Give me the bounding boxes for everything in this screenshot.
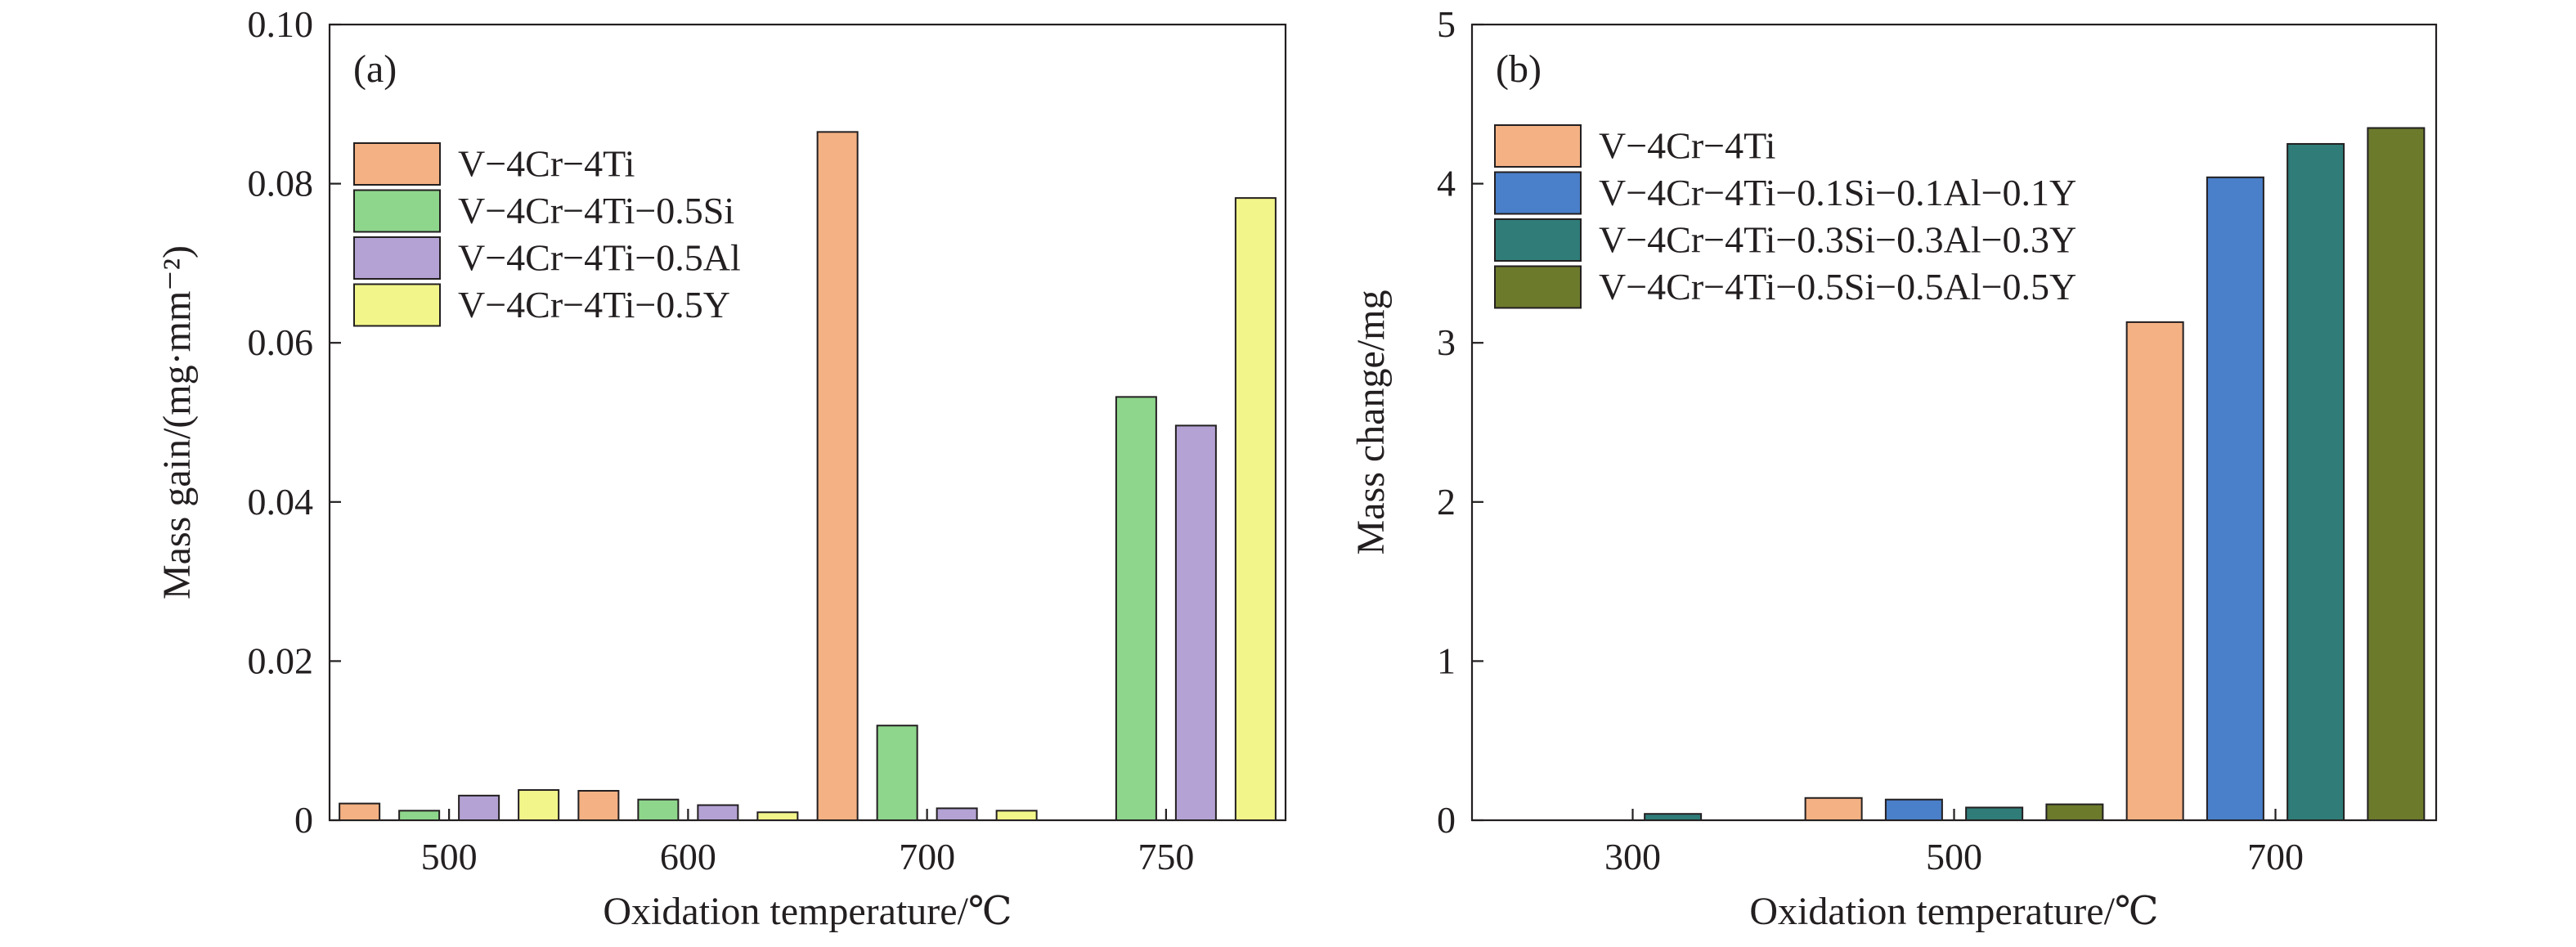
bar [2367, 127, 2426, 822]
y-axis-title: Mass change/mg [1349, 290, 1393, 555]
legend-label: V−4Cr−4Ti−0.5Al [458, 237, 741, 279]
bar [339, 802, 381, 822]
y-tick-label: 0.06 [248, 321, 314, 363]
bar [995, 810, 1038, 821]
legend-label: V−4Cr−4Ti−0.5Y [458, 284, 730, 325]
legend-swatch [353, 142, 441, 186]
y-tick-label: 0.02 [248, 640, 314, 681]
y-axis-title: Mass gain/(mg·mm⁻²) [155, 245, 199, 599]
bar [2125, 321, 2184, 822]
y-tick-label: 0.10 [248, 3, 314, 45]
y-tick-label: 0 [1437, 799, 1456, 841]
bar [816, 131, 859, 822]
legend-swatch [353, 189, 441, 233]
bar [1115, 396, 1157, 821]
bar [1174, 424, 1217, 822]
y-tick-label: 5 [1437, 3, 1456, 45]
x-tick-label: 700 [2247, 836, 2304, 877]
bar [1644, 813, 1703, 822]
legend-swatch [1494, 265, 1582, 309]
y-tick-label: 4 [1437, 163, 1456, 204]
y-tick-label: 0.08 [248, 163, 314, 204]
bar [518, 789, 560, 821]
legend-swatch [1494, 218, 1582, 262]
legend-label: V−4Cr−4Ti−0.3Si−0.3Al−0.3Y [1599, 219, 2076, 261]
x-tick-label: 700 [899, 836, 955, 877]
legend: V−4Cr−4Ti V−4Cr−4Ti−0.5Si V−4Cr−4Ti−0.5Al V… [353, 142, 741, 327]
legend-label: V−4Cr−4Ti [1599, 125, 1775, 167]
bar [936, 807, 978, 822]
bar [398, 810, 441, 821]
y-tick-label: 0.04 [248, 481, 314, 523]
bar [1234, 197, 1277, 821]
bar [458, 794, 500, 821]
bar [2287, 142, 2345, 821]
plot-frame [328, 23, 1287, 822]
chart-panel-a: 0 0.02 0.04 0.06 0.08 0.10 500 600 700 750 (a) V−4C… [155, 3, 1287, 933]
legend: V−4Cr−4Ti V−4Cr−4Ti−0.1Si−0.1Al−0.1Y V−4Cr… [1494, 124, 2076, 309]
legend-label: V−4Cr−4Ti [458, 143, 635, 185]
legend-label: V−4Cr−4Ti−0.5Si [458, 190, 734, 231]
bar [1884, 798, 1943, 822]
bar [577, 789, 620, 822]
bar [1965, 806, 2024, 822]
chart-panel-b: 0 1 2 3 4 5 300 500 700 (b) V−4Cr−4Ti V−4Cr−4Ti−0.1… [1349, 3, 2438, 933]
bar [876, 725, 918, 822]
y-tick-label: 2 [1437, 481, 1456, 523]
bar [2045, 803, 2104, 821]
legend-label: V−4Cr−4Ti−0.5Si−0.5Al−0.5Y [1599, 266, 2076, 307]
x-tick-label: 750 [1138, 836, 1194, 877]
x-tick-label: 600 [660, 836, 716, 877]
panel-label: (a) [353, 47, 397, 91]
x-axis-title: Oxidation temperature/℃ [603, 890, 1012, 933]
legend-swatch [1494, 124, 1582, 168]
bar [637, 798, 680, 822]
bar [697, 804, 739, 821]
x-tick-label: 300 [1604, 836, 1661, 877]
y-tick-label: 3 [1437, 321, 1456, 363]
panel-label: (b) [1496, 47, 1542, 91]
x-axis-title: Oxidation temperature/℃ [1749, 890, 2158, 933]
x-tick-label: 500 [421, 836, 478, 877]
bar [756, 811, 799, 822]
legend-label: V−4Cr−4Ti−0.1Si−0.1Al−0.1Y [1599, 172, 2076, 213]
legend-swatch [1494, 171, 1582, 215]
x-tick-label: 500 [1926, 836, 1982, 877]
bar [1804, 797, 1863, 821]
y-tick-label: 0 [294, 799, 313, 841]
legend-swatch [353, 283, 441, 327]
y-tick-label: 1 [1437, 640, 1456, 681]
bar [2206, 176, 2264, 822]
legend-swatch [353, 236, 441, 280]
